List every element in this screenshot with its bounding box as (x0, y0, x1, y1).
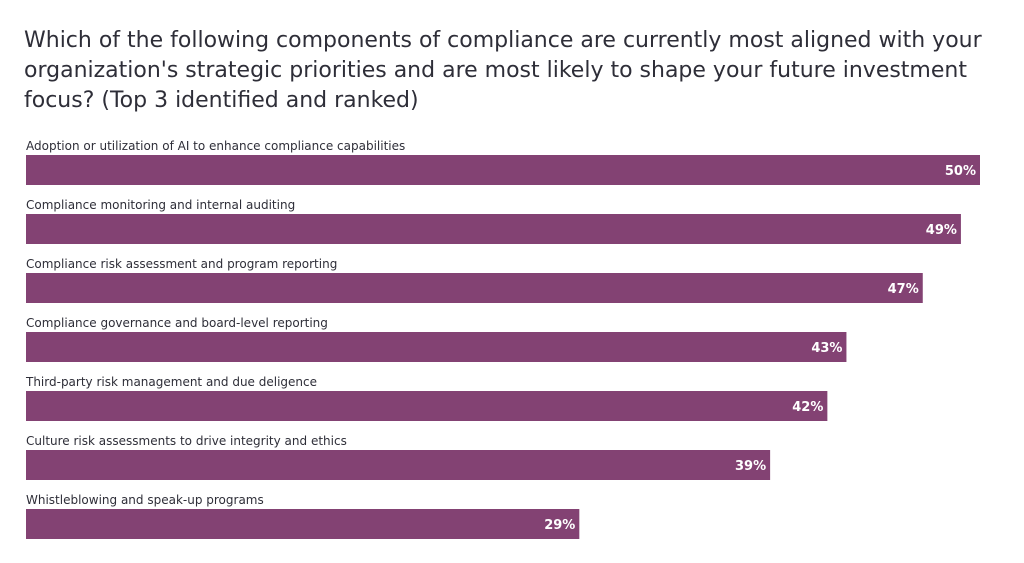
category-label: Compliance risk assessment and program r… (26, 257, 337, 271)
bar-value-label: 39% (735, 459, 766, 474)
bar-value-label: 49% (926, 223, 957, 238)
bar (26, 509, 580, 539)
bar-value-label: 42% (792, 400, 823, 415)
bar (26, 391, 828, 421)
category-label: Compliance monitoring and internal audit… (26, 198, 295, 212)
chart-title: Which of the following components of com… (24, 28, 982, 113)
bar-value-label: 43% (811, 341, 842, 356)
category-label: Third-party risk management and due deli… (25, 375, 317, 389)
bar (26, 450, 771, 480)
bar (26, 214, 961, 244)
bar (26, 155, 980, 185)
bar-value-label: 50% (945, 164, 976, 179)
bar (26, 332, 847, 362)
category-label: Culture risk assessments to drive integr… (26, 434, 347, 448)
category-label: Compliance governance and board-level re… (26, 316, 328, 330)
category-label: Whistleblowing and speak-up programs (26, 493, 264, 507)
bar-value-label: 29% (544, 518, 575, 533)
bar (26, 273, 923, 303)
category-label: Adoption or utilization of AI to enhance… (26, 139, 405, 153)
bar-value-label: 47% (888, 282, 919, 297)
